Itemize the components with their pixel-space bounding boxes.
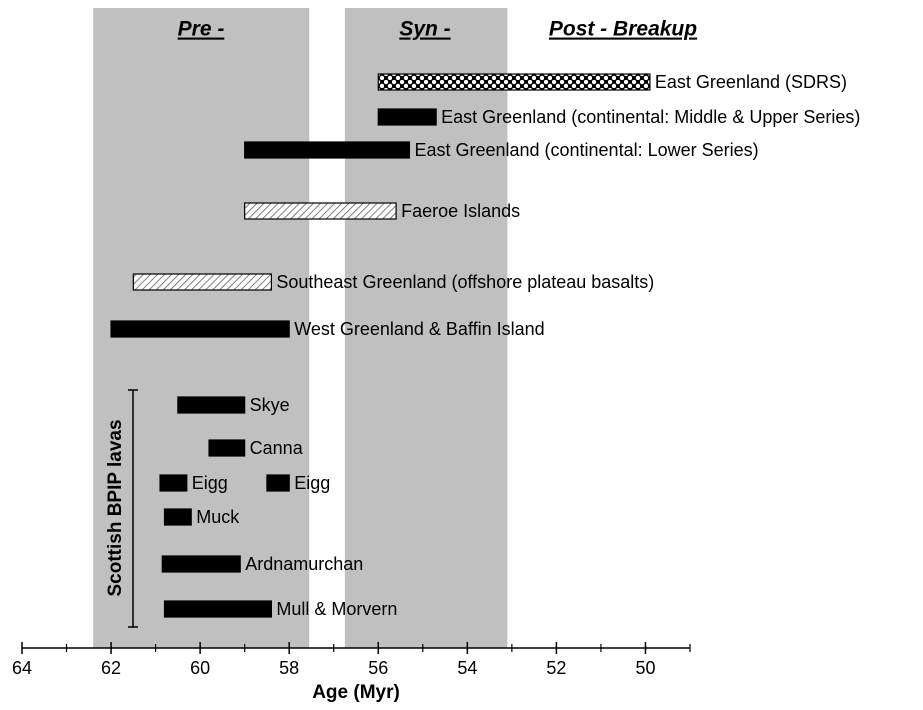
range-bar [244, 202, 397, 220]
range-bar [244, 141, 411, 159]
range-bar [208, 439, 246, 457]
bar-label: Eigg [294, 473, 330, 493]
x-tick-label: 54 [457, 658, 477, 678]
x-axis-label: Age (Myr) [312, 682, 400, 703]
range-bar [377, 108, 437, 126]
bar-label: West Greenland & Baffin Island [294, 319, 544, 339]
range-bar [161, 555, 241, 573]
phase-label: Post - Breakup [549, 18, 697, 41]
group-bracket [128, 389, 138, 628]
x-tick-label: 50 [635, 658, 655, 678]
phase-label: Syn - [399, 18, 450, 41]
bar-label: Canna [250, 438, 304, 458]
bar-label: Southeast Greenland (offshore plateau ba… [276, 272, 654, 292]
bar-label: East Greenland (continental: Lower Serie… [414, 140, 758, 160]
phase-label: Pre - [178, 18, 225, 41]
range-bar [163, 508, 192, 526]
x-tick-label: 64 [12, 658, 32, 678]
range-bar [110, 320, 290, 338]
bar-label: Eigg [192, 473, 228, 493]
group-label: Scottish BPIP lavas [105, 419, 126, 596]
range-bar [132, 273, 272, 291]
x-tick-label: 58 [279, 658, 299, 678]
x-tick-label: 60 [190, 658, 210, 678]
bar-label: East Greenland (SDRS) [655, 72, 847, 92]
range-bar [177, 396, 246, 414]
bar-label: Faeroe Islands [401, 201, 520, 221]
bar-label: Skye [250, 395, 290, 415]
bar-label: Ardnamurchan [245, 554, 363, 574]
range-bar [159, 474, 188, 492]
x-tick-label: 62 [101, 658, 121, 678]
bar-label: East Greenland (continental: Middle & Up… [441, 107, 860, 127]
bar-label: Mull & Morvern [276, 599, 397, 619]
range-bar [163, 600, 272, 618]
x-tick-label: 52 [546, 658, 566, 678]
range-bar [377, 73, 651, 91]
x-tick-label: 56 [368, 658, 388, 678]
bar-label: Muck [196, 507, 240, 527]
range-bar [266, 474, 290, 492]
